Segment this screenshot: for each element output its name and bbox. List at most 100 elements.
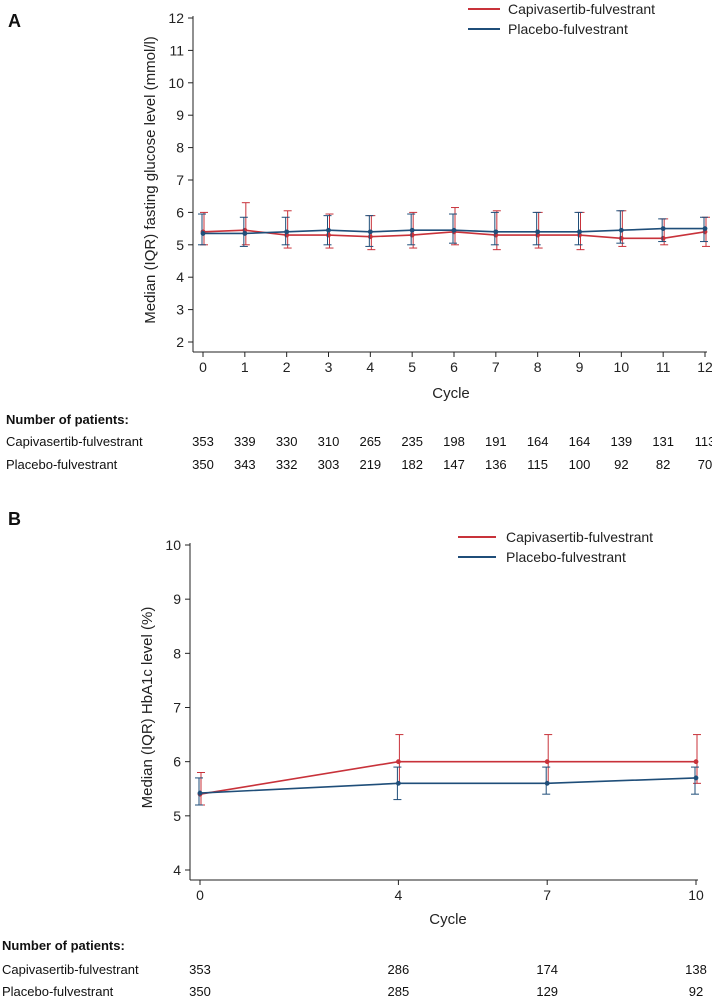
x-tick-label: 3 xyxy=(325,359,333,375)
y-tick-label: 4 xyxy=(173,862,181,878)
patients-count: 350 xyxy=(189,984,211,999)
error-bar xyxy=(200,211,208,246)
data-point xyxy=(197,790,203,796)
x-tick-label: 0 xyxy=(199,359,207,375)
x-tick-label: 7 xyxy=(492,359,500,375)
patients-count: 310 xyxy=(318,434,340,449)
patients-count: 164 xyxy=(569,434,591,449)
patients-count: 138 xyxy=(685,962,707,977)
patients-count: 350 xyxy=(192,457,214,472)
patients-count: 330 xyxy=(276,434,298,449)
y-tick-label: 2 xyxy=(176,334,184,350)
series-capivasertib xyxy=(197,734,701,806)
patients-count: 115 xyxy=(527,457,548,472)
data-point xyxy=(326,227,331,233)
legend-label: Capivasertib-fulvestrant xyxy=(506,529,653,545)
x-tick-label: 2 xyxy=(283,359,291,375)
y-tick-label: 8 xyxy=(176,140,184,156)
x-tick-label: 9 xyxy=(576,359,584,375)
series-line xyxy=(199,760,696,795)
x-tick-label: 4 xyxy=(366,359,374,375)
data-point xyxy=(409,232,415,238)
data-point xyxy=(284,229,290,235)
data-point xyxy=(544,759,550,765)
error-bar xyxy=(542,766,551,795)
panel-letter: B xyxy=(8,509,21,529)
error-bar xyxy=(616,210,625,244)
patients-row-label: Capivasertib-fulvestrant xyxy=(6,434,143,449)
y-tick-label: 9 xyxy=(176,107,184,123)
patients-table: Number of patients: Capivasertib-fulvestr… xyxy=(6,412,712,472)
panel-letter: A xyxy=(8,11,21,31)
patients-count: 219 xyxy=(359,457,381,472)
legend-label: Placebo-fulvestrant xyxy=(506,549,626,565)
patients-count: 131 xyxy=(652,434,674,449)
patients-count: 147 xyxy=(443,457,465,472)
patients-count: 353 xyxy=(192,434,214,449)
y-tick-label: 8 xyxy=(173,645,181,661)
y-tick-label: 5 xyxy=(173,808,181,824)
patients-count: 164 xyxy=(527,434,549,449)
patients-row-label: Capivasertib-fulvestrant xyxy=(2,962,139,977)
x-tick-label: 10 xyxy=(688,887,704,903)
error-bar xyxy=(490,211,499,246)
patients-count: 339 xyxy=(234,434,256,449)
legend-label: Capivasertib-fulvestrant xyxy=(508,1,655,17)
error-bar xyxy=(198,213,206,246)
patients-count: 353 xyxy=(189,962,211,977)
x-tick-label: 10 xyxy=(614,359,630,375)
patients-count: 198 xyxy=(443,434,465,449)
x-tick-label: 8 xyxy=(534,359,542,375)
x-axis-title: Cycle xyxy=(432,385,470,402)
y-tick-label: 10 xyxy=(168,75,184,91)
data-point xyxy=(396,780,401,786)
patients-count: 139 xyxy=(610,434,632,449)
y-tick-label: 9 xyxy=(173,591,181,607)
x-tick-label: 1 xyxy=(241,359,249,375)
patients-heading: Number of patients: xyxy=(6,412,129,427)
x-tick-label: 5 xyxy=(408,359,416,375)
error-bar xyxy=(660,218,669,246)
data-point xyxy=(693,775,699,781)
series-placebo xyxy=(198,210,708,247)
series-capivasertib xyxy=(200,202,710,251)
patients-count: 92 xyxy=(614,457,628,472)
data-point xyxy=(618,235,624,241)
patients-heading: Number of patients: xyxy=(2,938,125,953)
data-point xyxy=(660,226,666,232)
data-point xyxy=(409,227,415,233)
error-bar xyxy=(693,734,701,784)
patients-count: 235 xyxy=(401,434,423,449)
legend: Capivasertib-fulvestrant Placebo-fulvestr… xyxy=(468,1,655,37)
x-tick-label: 0 xyxy=(196,887,204,903)
patients-count: 285 xyxy=(388,984,410,999)
data-point xyxy=(367,234,373,240)
error-bar xyxy=(691,766,699,795)
patients-count: 100 xyxy=(569,457,591,472)
x-tick-label: 7 xyxy=(543,887,551,903)
patients-count: 113 xyxy=(695,434,712,449)
x-tick-label: 11 xyxy=(656,359,671,375)
data-point xyxy=(367,229,373,235)
data-point xyxy=(451,227,457,233)
y-tick-label: 10 xyxy=(165,537,181,553)
x-tick-label: 4 xyxy=(395,887,403,903)
patients-row-label: Placebo-fulvestrant xyxy=(6,457,118,472)
patients-count: 343 xyxy=(234,457,256,472)
data-point xyxy=(326,232,331,238)
patients-count: 92 xyxy=(689,984,703,999)
patients-count: 82 xyxy=(656,457,670,472)
patients-count: 129 xyxy=(536,984,558,999)
patients-count: 303 xyxy=(318,457,340,472)
patients-count: 265 xyxy=(359,434,381,449)
y-tick-label: 7 xyxy=(176,172,184,188)
patients-count: 182 xyxy=(401,457,423,472)
error-bar xyxy=(451,207,459,246)
legend-label: Placebo-fulvestrant xyxy=(508,21,628,37)
data-point xyxy=(493,229,499,235)
legend: Capivasertib-fulvestrant Placebo-fulvestr… xyxy=(458,529,653,565)
error-bar xyxy=(532,211,541,246)
